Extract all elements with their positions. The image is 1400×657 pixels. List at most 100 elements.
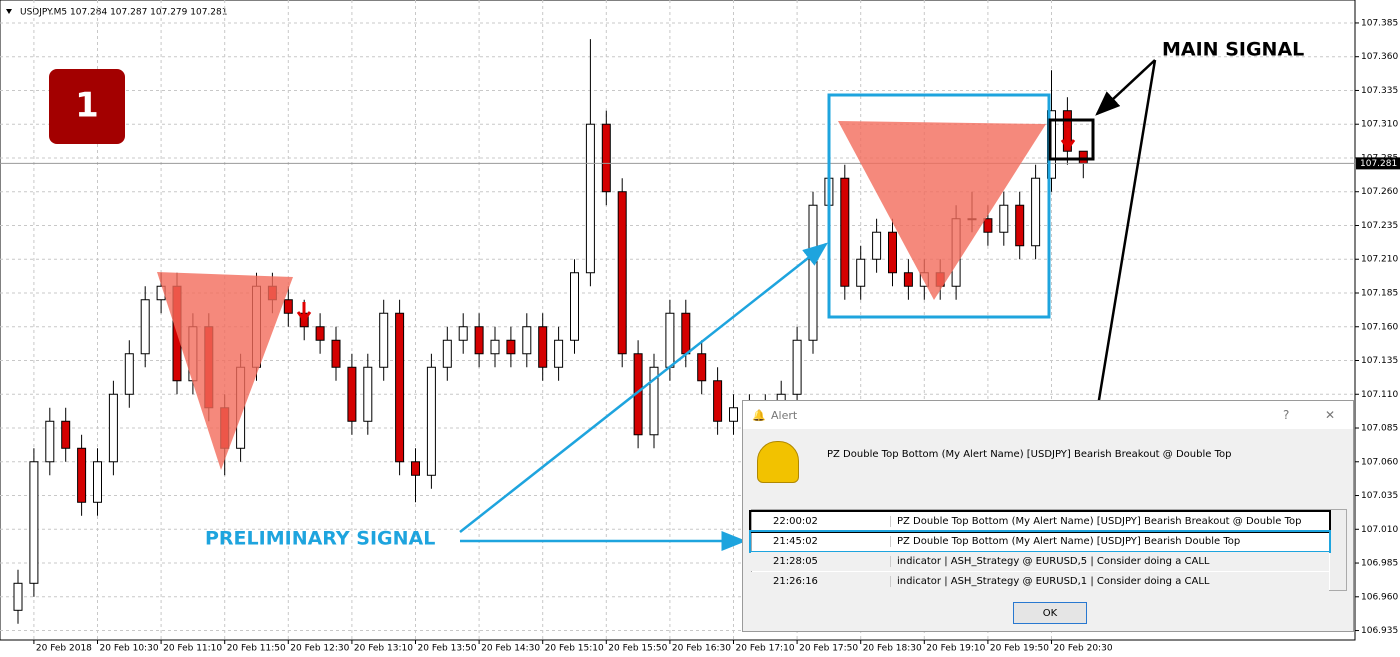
candle-body xyxy=(426,366,436,476)
candle-body xyxy=(601,123,611,193)
close-button[interactable]: ✕ xyxy=(1325,408,1336,422)
candle-body xyxy=(13,582,23,611)
candle-body xyxy=(331,339,341,368)
candle-body xyxy=(1078,150,1088,164)
candle-body xyxy=(315,326,325,341)
x-tick-label: 20 Feb 13:50 xyxy=(418,644,477,654)
alert-row[interactable]: 21:28:05 indicator | ASH_Strategy @ EURUS… xyxy=(751,552,1329,571)
scrollbar[interactable] xyxy=(1330,510,1346,590)
candle-body xyxy=(411,461,420,476)
x-tick-label: 20 Feb 20:30 xyxy=(1054,644,1113,654)
candle-body xyxy=(252,285,261,368)
y-tick-label: 107.360 xyxy=(1361,52,1398,62)
alert-row[interactable]: 21:45:02 PZ Double Top Bottom (My Alert N… xyxy=(749,530,1331,553)
alert-row-time: 21:26:16 xyxy=(751,576,891,587)
candle-body xyxy=(363,366,373,422)
alert-row[interactable]: 21:26:16 indicator | ASH_Strategy @ EURUS… xyxy=(751,572,1329,591)
x-tick-label: 20 Feb 15:50 xyxy=(608,644,667,654)
x-tick-label: 20 Feb 17:10 xyxy=(736,644,795,654)
candle-body xyxy=(999,204,1009,233)
candle-body xyxy=(172,285,182,382)
candle-body xyxy=(649,366,659,436)
candle-body xyxy=(919,272,929,287)
candle-body xyxy=(29,461,39,584)
candle-body xyxy=(903,272,913,287)
candle-body xyxy=(45,420,55,463)
x-tick-label: 20 Feb 17:50 xyxy=(799,644,858,654)
bell-large xyxy=(757,441,799,483)
ok-button[interactable]: OK xyxy=(1013,602,1087,624)
candle-body xyxy=(522,326,532,355)
candle-body xyxy=(442,339,452,368)
candle-body xyxy=(93,461,102,503)
candle-body xyxy=(1047,110,1056,179)
price-tag xyxy=(1356,157,1400,170)
y-tick-label: 107.110 xyxy=(1361,390,1398,400)
candle-body xyxy=(506,339,516,355)
candle-body xyxy=(856,258,866,287)
candle-body xyxy=(729,407,738,422)
candle-body xyxy=(236,366,246,449)
y-tick-label: 107.260 xyxy=(1361,187,1398,197)
candle-body xyxy=(888,231,897,274)
candle-body xyxy=(140,299,150,355)
candle-body xyxy=(665,312,675,368)
candle-body xyxy=(633,353,643,436)
candle-body xyxy=(585,123,595,274)
y-tick-label: 107.185 xyxy=(1361,288,1398,298)
alert-row-message: PZ Double Top Bottom (My Alert Name) [US… xyxy=(897,536,1241,547)
alert-row-message: indicator | ASH_Strategy @ EURUSD,5 | Co… xyxy=(897,556,1210,567)
x-tick-label: 20 Feb 18:30 xyxy=(863,644,922,654)
alert-row-time: 21:45:02 xyxy=(751,536,891,547)
y-tick-label: 106.960 xyxy=(1361,592,1398,602)
x-tick-label: 20 Feb 14:30 xyxy=(481,644,540,654)
x-tick-label: 20 Feb 2018 xyxy=(36,644,92,654)
y-tick-label: 107.385 xyxy=(1361,18,1398,28)
x-tick-label: 20 Feb 19:10 xyxy=(926,644,985,654)
alert-dialog: 🔔 Alert ? ✕ PZ Double Top Bottom (My Ale… xyxy=(742,400,1354,632)
candle-body xyxy=(697,353,707,382)
bell-icon: 🔔 xyxy=(752,408,766,422)
candle-body xyxy=(490,339,500,355)
alert-row-message: PZ Double Top Bottom (My Alert Name) [US… xyxy=(897,516,1302,527)
alert-row-message: indicator | ASH_Strategy @ EURUSD,1 | Co… xyxy=(897,576,1210,587)
candle-body xyxy=(1015,204,1025,247)
x-tick-label: 20 Feb 15:10 xyxy=(545,644,604,654)
alert-message: PZ Double Top Bottom (My Alert Name) [US… xyxy=(827,449,1232,460)
candle-body xyxy=(967,218,977,221)
candle-body xyxy=(538,326,548,368)
candle-body xyxy=(1062,110,1072,152)
x-tick-label: 20 Feb 11:10 xyxy=(163,644,222,654)
y-tick-label: 107.035 xyxy=(1361,491,1398,501)
help-button[interactable]: ? xyxy=(1283,408,1290,422)
y-tick-label: 107.085 xyxy=(1361,424,1398,434)
y-tick-label: 106.935 xyxy=(1361,626,1398,636)
candle-body xyxy=(395,312,405,463)
candle-body xyxy=(379,312,389,368)
y-tick-label: 107.060 xyxy=(1361,457,1398,467)
candle-body xyxy=(124,353,134,395)
candle-body xyxy=(935,272,945,287)
y-tick-label: 106.985 xyxy=(1361,559,1398,569)
y-tick-label: 107.160 xyxy=(1361,322,1398,332)
y-tick-label: 107.135 xyxy=(1361,356,1398,366)
menu-arrow xyxy=(6,9,12,14)
y-tick-label: 107.235 xyxy=(1361,221,1398,231)
candle-body xyxy=(267,285,277,301)
candle-body xyxy=(283,299,293,314)
candle-body xyxy=(824,177,834,206)
candle-body xyxy=(204,326,214,409)
candle-body xyxy=(1031,177,1041,247)
title-bar: 🔔 Alert ? ✕ xyxy=(743,401,1353,429)
y-tick-label: 107.010 xyxy=(1361,525,1398,535)
y-tick-label: 107.310 xyxy=(1361,120,1398,130)
candle-body xyxy=(713,380,723,422)
candle-body xyxy=(299,312,309,328)
candle-body xyxy=(108,393,118,463)
candle-body xyxy=(808,204,818,341)
candle-body xyxy=(77,447,87,503)
y-tick-label: 107.335 xyxy=(1361,86,1398,96)
dialog-title: Alert xyxy=(771,408,798,422)
x-tick-label: 20 Feb 11:50 xyxy=(227,644,286,654)
alert-row[interactable]: 22:00:02 PZ Double Top Bottom (My Alert N… xyxy=(749,510,1331,533)
